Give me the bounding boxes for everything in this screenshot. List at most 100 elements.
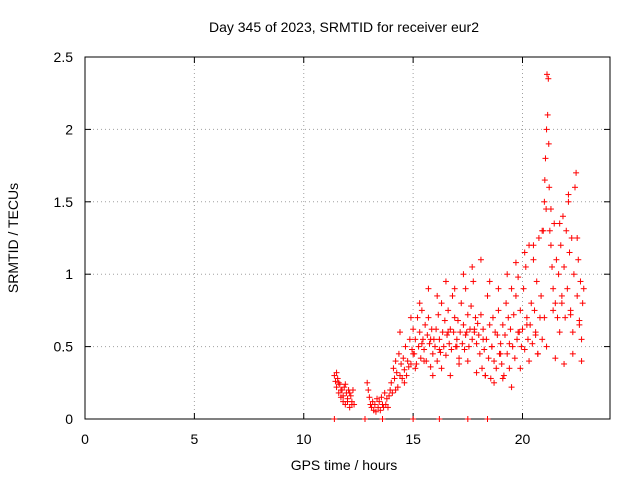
data-point bbox=[429, 350, 436, 357]
data-point bbox=[392, 387, 399, 394]
data-point bbox=[517, 307, 524, 314]
data-point bbox=[456, 355, 463, 362]
data-point bbox=[578, 358, 585, 365]
data-point bbox=[576, 317, 583, 324]
data-point bbox=[491, 379, 498, 386]
data-point bbox=[391, 375, 398, 382]
x-tick-label: 20 bbox=[515, 431, 531, 447]
data-point bbox=[484, 292, 491, 299]
data-point bbox=[416, 329, 423, 336]
data-point bbox=[344, 398, 351, 405]
data-point bbox=[342, 381, 349, 388]
data-point bbox=[488, 343, 495, 350]
data-point bbox=[446, 340, 453, 347]
data-point bbox=[510, 311, 517, 318]
y-tick-label: 0.5 bbox=[54, 339, 74, 355]
data-point bbox=[337, 387, 344, 394]
data-point bbox=[569, 329, 576, 336]
data-point bbox=[462, 332, 469, 339]
data-point bbox=[541, 198, 548, 205]
data-point bbox=[432, 343, 438, 350]
data-point bbox=[503, 300, 510, 307]
data-point bbox=[435, 311, 442, 318]
data-point bbox=[427, 336, 434, 343]
data-point bbox=[522, 263, 529, 270]
data-point bbox=[545, 75, 552, 82]
data-point bbox=[372, 408, 379, 415]
data-point bbox=[476, 350, 483, 357]
data-point bbox=[436, 336, 443, 343]
data-point bbox=[421, 358, 428, 365]
data-point bbox=[418, 340, 425, 347]
data-point bbox=[499, 375, 506, 382]
data-point bbox=[535, 235, 542, 241]
data-point bbox=[451, 314, 458, 321]
data-point bbox=[533, 278, 540, 285]
data-point bbox=[331, 416, 338, 422]
data-point bbox=[568, 235, 575, 241]
data-point bbox=[425, 314, 432, 321]
data-point bbox=[407, 314, 414, 321]
data-point bbox=[407, 360, 414, 367]
data-point bbox=[554, 314, 561, 321]
data-point bbox=[384, 404, 391, 411]
data-point bbox=[433, 326, 440, 333]
data-point bbox=[434, 358, 441, 365]
data-point bbox=[460, 321, 467, 328]
data-point bbox=[523, 314, 530, 321]
data-point bbox=[442, 278, 449, 285]
data-point bbox=[450, 329, 457, 336]
data-point bbox=[398, 360, 405, 367]
data-point bbox=[470, 278, 477, 285]
data-point bbox=[524, 336, 531, 343]
data-point bbox=[444, 332, 451, 339]
data-point bbox=[556, 329, 563, 336]
data-point bbox=[570, 271, 577, 278]
data-point bbox=[551, 220, 558, 227]
data-point bbox=[447, 372, 454, 379]
data-point bbox=[436, 416, 443, 422]
data-point bbox=[489, 314, 496, 321]
data-point bbox=[451, 285, 458, 292]
data-point bbox=[362, 416, 368, 422]
data-point bbox=[494, 332, 501, 339]
data-point bbox=[532, 332, 539, 339]
tick-layer: 0 5 10 15 20 0 0.5 1 1.5 2 2.5 bbox=[54, 49, 610, 447]
x-tick-label: 0 bbox=[81, 431, 89, 447]
data-point bbox=[518, 343, 525, 350]
data-point bbox=[539, 336, 546, 343]
data-point bbox=[512, 292, 519, 299]
data-point bbox=[397, 329, 403, 336]
data-point bbox=[412, 365, 419, 372]
data-point bbox=[497, 340, 504, 347]
data-point bbox=[577, 278, 584, 285]
data-point bbox=[424, 332, 431, 339]
data-point bbox=[493, 365, 500, 372]
data-point bbox=[439, 329, 446, 336]
data-point bbox=[486, 321, 493, 328]
data-point bbox=[552, 355, 559, 362]
data-point bbox=[334, 375, 341, 382]
data-point bbox=[409, 346, 416, 353]
data-point bbox=[557, 242, 564, 249]
data-point bbox=[457, 329, 464, 336]
data-point bbox=[520, 285, 527, 292]
y-tick-label: 1.5 bbox=[54, 194, 74, 210]
data-point bbox=[469, 263, 476, 270]
data-point bbox=[563, 227, 570, 234]
data-point bbox=[553, 256, 560, 263]
data-point bbox=[517, 365, 524, 372]
data-point bbox=[561, 360, 568, 367]
data-point bbox=[546, 184, 553, 191]
data-point bbox=[508, 285, 515, 292]
data-point bbox=[453, 336, 460, 343]
data-point bbox=[579, 300, 586, 307]
data-point bbox=[565, 191, 572, 198]
data-point bbox=[463, 329, 470, 336]
data-point bbox=[402, 343, 409, 350]
data-point bbox=[542, 155, 549, 162]
data-point bbox=[475, 332, 482, 339]
data-point bbox=[410, 416, 417, 422]
data-point bbox=[417, 355, 424, 362]
data-point bbox=[448, 346, 455, 353]
